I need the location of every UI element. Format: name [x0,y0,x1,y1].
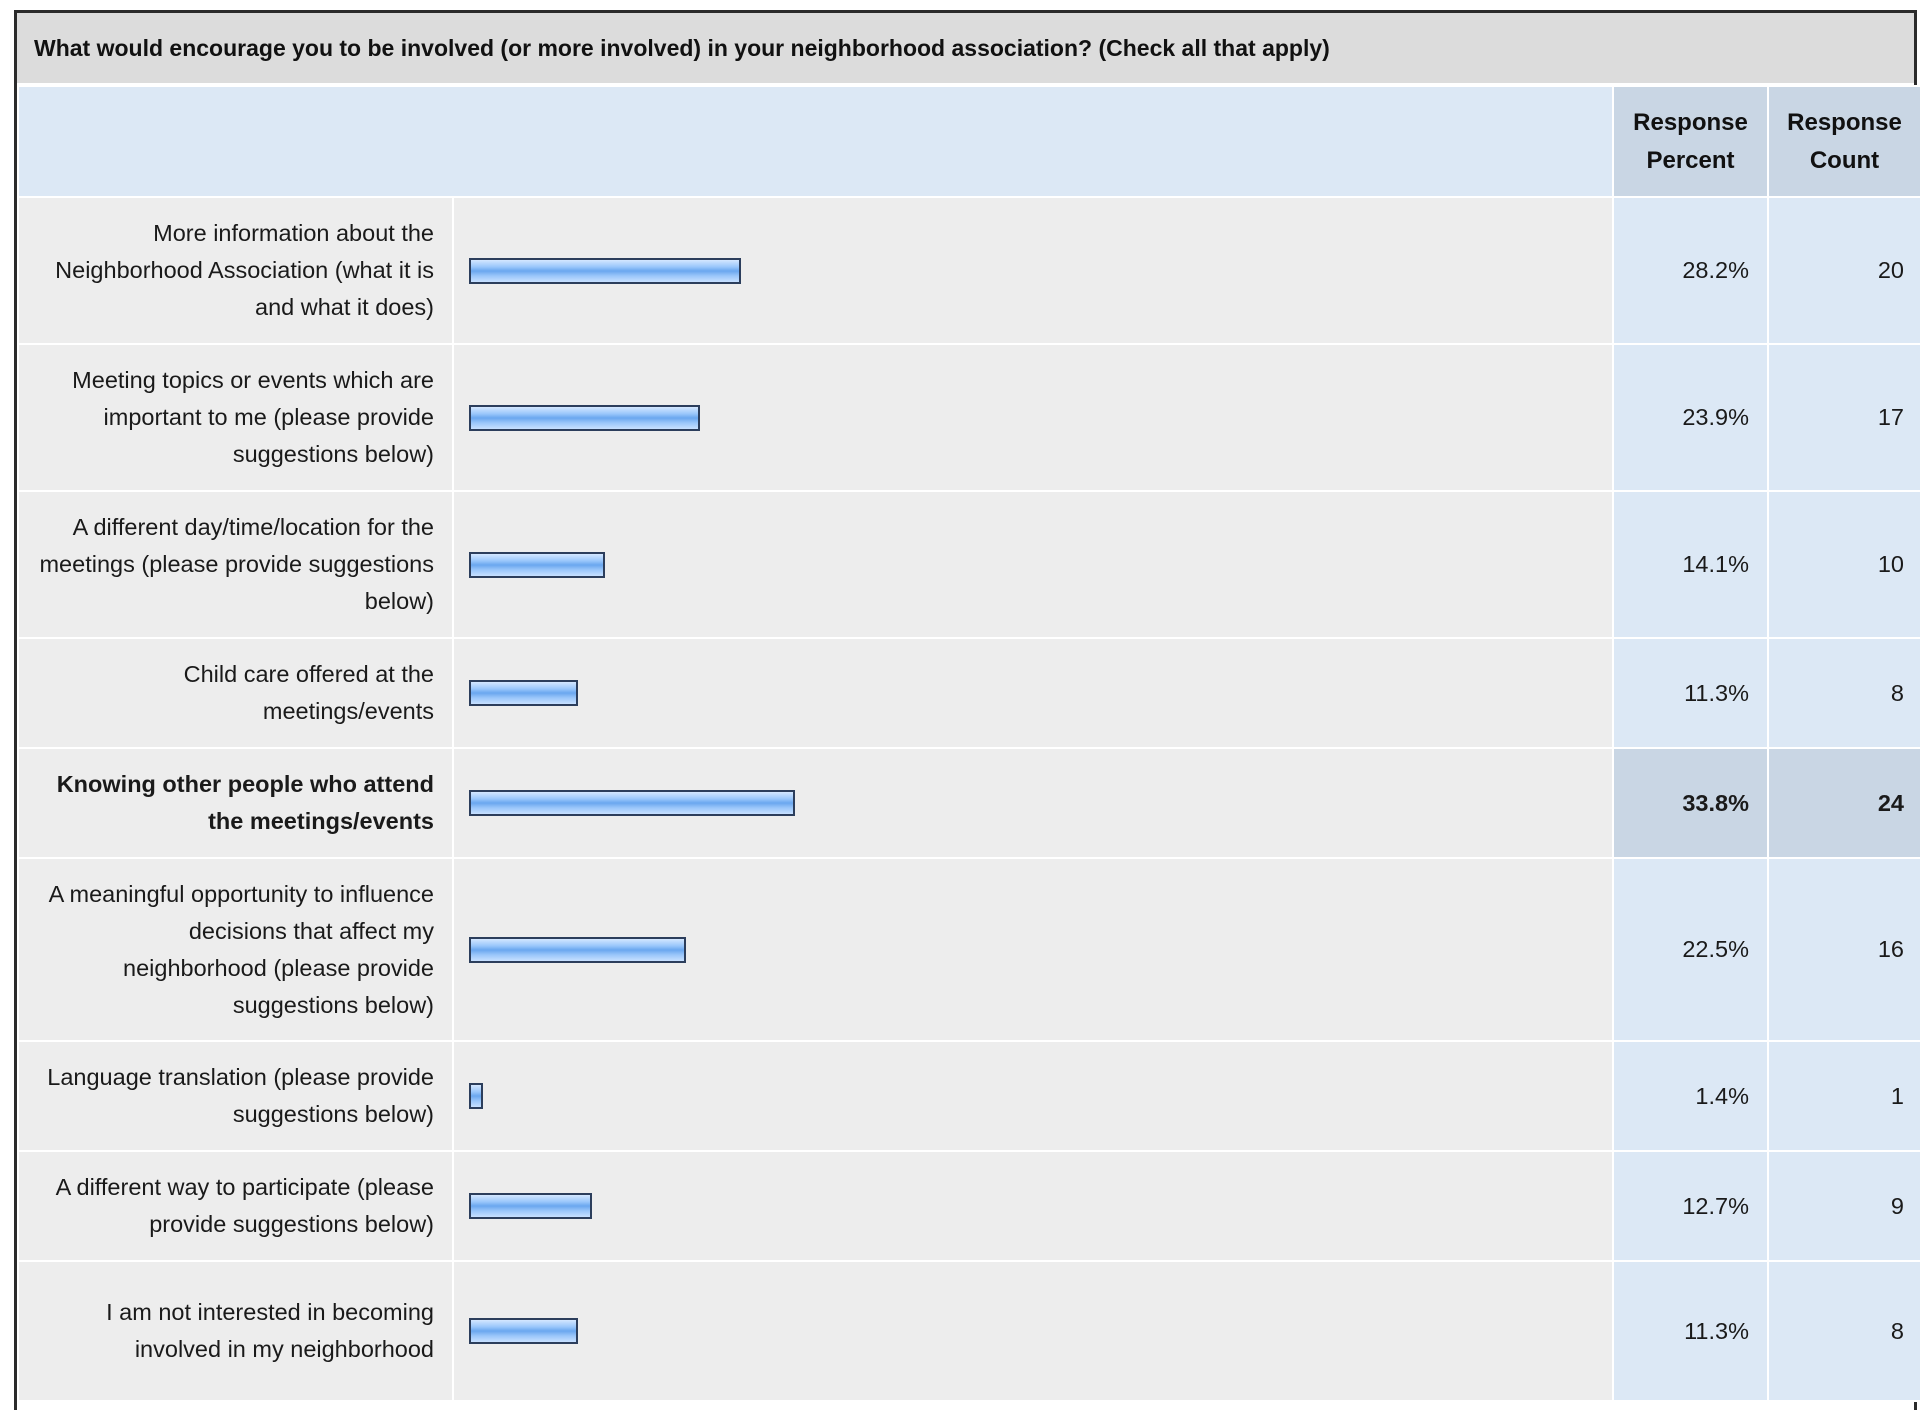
header-blank [17,85,1614,198]
response-bar [469,790,795,816]
bar-cell [452,490,1614,639]
results-table: Response Percent Response Count More inf… [17,85,1922,1402]
header-row: Response Percent Response Count [17,85,1922,198]
table-row: Child care offered at the meetings/event… [17,637,1922,749]
response-count: 1 [1767,1040,1922,1152]
response-percent-header-line1: Response [1633,108,1748,136]
answer-label: Child care offered at the meetings/event… [17,637,454,749]
response-count: 16 [1767,857,1922,1042]
answer-label: A meaningful opportunity to influence de… [17,857,454,1042]
response-count: 8 [1767,1260,1922,1402]
bar-cell [452,857,1614,1042]
response-bar [469,551,605,578]
response-bar [469,1318,578,1344]
response-count-header-line2: Count [1809,146,1880,174]
answer-label: I am not interested in becoming involved… [17,1260,454,1402]
table-row: Meeting topics or events which are impor… [17,343,1922,492]
response-count: 9 [1767,1150,1922,1262]
response-percent: 22.5% [1612,857,1769,1042]
table-row: A different day/time/location for the me… [17,490,1922,639]
table-row: More information about the Neighborhood … [17,196,1922,345]
response-bar [469,936,686,963]
response-count-header-line1: Response [1787,108,1902,136]
response-count: 20 [1767,196,1922,345]
bar-cell [452,1260,1614,1402]
answer-label: Knowing other people who attend the meet… [17,747,454,859]
response-percent: 28.2% [1612,196,1769,345]
response-percent: 1.4% [1612,1040,1769,1152]
answer-label: More information about the Neighborhood … [17,196,454,345]
survey-results-panel: What would encourage you to be involved … [14,10,1922,1410]
response-count: 8 [1767,637,1922,749]
response-count: 10 [1767,490,1922,639]
table-row: I am not interested in becoming involved… [17,1260,1922,1402]
response-count: 17 [1767,343,1922,492]
response-bar [469,680,578,706]
results-body: More information about the Neighborhood … [17,196,1922,1402]
table-row: Knowing other people who attend the meet… [17,747,1922,859]
response-percent: 11.3% [1612,1260,1769,1402]
answer-label: Language translation (please provide sug… [17,1040,454,1152]
response-percent-header-line2: Percent [1646,146,1735,174]
answer-label: A different day/time/location for the me… [17,490,454,639]
bar-cell [452,747,1614,859]
answer-label: A different way to participate (please p… [17,1150,454,1262]
response-count: 24 [1767,747,1922,859]
response-percent: 11.3% [1612,637,1769,749]
response-bar [469,257,741,284]
response-bar [469,404,700,431]
bar-cell [452,343,1614,492]
question-title: What would encourage you to be involved … [17,13,1914,85]
response-percent: 14.1% [1612,490,1769,639]
table-row: Language translation (please provide sug… [17,1040,1922,1152]
response-percent: 23.9% [1612,343,1769,492]
answer-label: Meeting topics or events which are impor… [17,343,454,492]
bar-cell [452,1150,1614,1262]
bar-cell [452,1040,1614,1152]
response-count-header: Response Count [1767,85,1922,198]
table-row: A meaningful opportunity to influence de… [17,857,1922,1042]
response-percent: 33.8% [1612,747,1769,859]
response-bar [469,1193,592,1219]
response-percent-header: Response Percent [1612,85,1769,198]
table-row: A different way to participate (please p… [17,1150,1922,1262]
response-bar [469,1083,483,1109]
bar-cell [452,637,1614,749]
response-percent: 12.7% [1612,1150,1769,1262]
bar-cell [452,196,1614,345]
